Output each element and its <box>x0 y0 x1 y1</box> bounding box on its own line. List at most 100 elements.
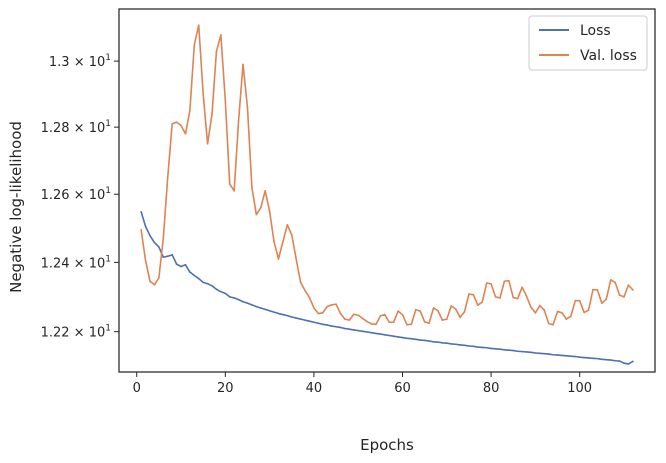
data-point-loss <box>419 339 422 341</box>
data-point-val-loss <box>149 280 151 283</box>
data-point-loss <box>583 356 585 359</box>
data-point-val-loss <box>414 308 417 311</box>
data-point-val-loss <box>627 284 630 286</box>
data-point-val-loss <box>299 281 302 284</box>
data-point-loss <box>477 346 479 348</box>
data-point-val-loss <box>162 237 165 240</box>
data-point-val-loss <box>317 312 320 315</box>
data-point-val-loss <box>601 302 603 304</box>
data-point-loss <box>220 290 222 293</box>
data-point-loss <box>556 354 559 356</box>
series-layer <box>140 24 634 365</box>
data-point-loss <box>530 351 532 354</box>
x-tick-label: 60 <box>394 381 411 396</box>
data-point-loss <box>508 349 510 352</box>
data-point-val-loss <box>609 279 612 281</box>
data-point-loss <box>242 300 244 303</box>
y-axis-title: Negative log-likelihood <box>7 121 25 293</box>
data-point-val-loss <box>290 234 293 236</box>
data-point-val-loss <box>348 319 351 321</box>
data-point-val-loss <box>481 301 484 303</box>
data-point-loss <box>578 356 581 359</box>
y-tick-label: 1.28 × 101 <box>41 119 111 136</box>
data-point-val-loss <box>521 286 523 289</box>
data-point-loss <box>366 331 368 333</box>
data-point-loss <box>472 345 475 348</box>
data-point-loss <box>383 334 386 336</box>
data-point-loss <box>184 264 187 266</box>
data-point-loss <box>144 225 147 228</box>
data-point-loss <box>423 339 426 342</box>
data-point-val-loss <box>543 309 546 311</box>
legend-label-val-loss: Val. loss <box>580 48 637 64</box>
data-point-loss <box>304 319 306 321</box>
data-point-val-loss <box>251 186 253 189</box>
y-ticks: 1.22 × 101 1.24 × 101 1.26 × 101 1.28 × 101… <box>41 53 119 341</box>
data-point-val-loss <box>326 305 329 308</box>
legend: Loss Val. loss <box>528 15 648 71</box>
x-tick-label: 0 <box>133 381 141 396</box>
data-point-loss <box>388 334 391 337</box>
data-point-val-loss <box>432 307 435 309</box>
data-point-loss <box>189 271 191 273</box>
data-point-val-loss <box>224 99 227 102</box>
data-point-val-loss <box>206 143 209 145</box>
data-point-loss <box>454 343 457 346</box>
data-point-val-loss <box>286 223 289 226</box>
data-point-loss <box>561 354 563 357</box>
data-point-val-loss <box>304 289 306 292</box>
data-point-loss <box>211 285 213 287</box>
data-point-loss <box>503 349 506 351</box>
data-point-val-loss <box>268 210 271 212</box>
data-point-loss <box>282 313 284 316</box>
data-point-val-loss <box>189 109 191 112</box>
data-point-val-loss <box>277 258 280 260</box>
y-tick-label: 1.24 × 101 <box>41 254 111 271</box>
x-ticks: 0 20 40 60 80 100 <box>133 372 592 396</box>
data-point-val-loss <box>472 294 475 296</box>
data-point-val-loss <box>202 93 204 95</box>
data-point-val-loss <box>570 315 572 318</box>
data-point-val-loss <box>392 321 395 324</box>
data-point-val-loss <box>255 213 258 216</box>
data-point-loss <box>379 333 382 335</box>
data-point-loss <box>574 355 577 358</box>
data-point-val-loss <box>512 296 515 299</box>
data-point-val-loss <box>335 303 337 305</box>
data-point-val-loss <box>552 323 554 326</box>
data-point-loss <box>463 344 466 347</box>
data-point-val-loss <box>259 206 262 209</box>
data-point-loss <box>273 311 275 313</box>
data-point-loss <box>494 348 497 350</box>
data-point-val-loss <box>144 259 147 262</box>
data-point-loss <box>534 352 537 354</box>
data-point-val-loss <box>379 315 382 317</box>
data-point-val-loss <box>352 313 355 316</box>
data-point-val-loss <box>596 289 599 291</box>
data-point-val-loss <box>166 176 169 179</box>
data-point-loss <box>140 211 142 213</box>
data-point-val-loss <box>397 310 399 312</box>
data-point-loss <box>326 324 329 326</box>
series-points-loss <box>140 211 634 365</box>
data-point-loss <box>627 363 630 365</box>
data-point-val-loss <box>410 323 413 326</box>
data-point-val-loss <box>525 295 528 297</box>
data-point-loss <box>609 359 612 361</box>
data-point-loss <box>268 309 271 312</box>
data-point-val-loss <box>468 293 470 295</box>
data-point-val-loss <box>454 308 457 310</box>
data-point-loss <box>587 357 590 359</box>
data-point-val-loss <box>370 323 373 325</box>
data-point-val-loss <box>565 318 568 320</box>
data-point-loss <box>215 288 218 291</box>
data-point-val-loss <box>547 322 550 325</box>
data-point-loss <box>596 357 599 360</box>
data-point-loss <box>158 246 160 248</box>
data-point-val-loss <box>618 294 621 296</box>
data-point-loss <box>330 325 333 327</box>
data-point-val-loss <box>264 190 266 192</box>
data-point-val-loss <box>490 282 492 285</box>
series-points-val-loss <box>140 24 634 326</box>
